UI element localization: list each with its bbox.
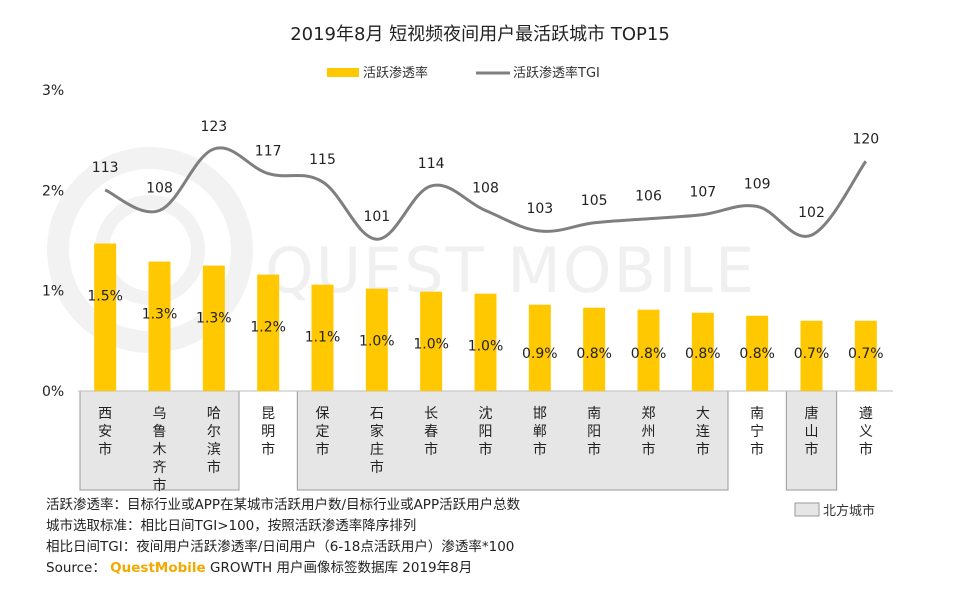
bar-series [94,243,877,391]
bar [800,320,823,391]
category-label: 唐山市 [805,405,819,458]
y-tick-label: 3% [42,83,64,99]
bar [257,274,280,391]
north-legend: 北方城市 [794,502,875,519]
bar [854,320,877,391]
source-text: GROWTH 用户画像标签数据库 2019年8月 [209,560,473,576]
tgi-value-label: 103 [526,201,553,217]
bar-value-label: 1.5% [87,289,123,305]
category-label: 邯郸市 [533,406,547,458]
north-legend-swatch [794,502,820,517]
category-label: 保定市 [316,406,330,458]
northern-group-box [296,390,729,491]
legend-bar-swatch [327,68,359,77]
category-label: 郑州市 [642,406,656,458]
watermark-text: QUEST MOBILE [265,234,756,307]
bar-value-label: 0.8% [739,346,775,362]
tgi-value-label: 120 [852,131,879,147]
tgi-value-label: 102 [798,205,825,221]
tgi-value-label: 106 [635,189,662,205]
bar-value-label: 1.1% [305,330,341,346]
tgi-value-label: 101 [363,209,390,225]
bar [202,265,225,391]
y-tick-label: 0% [42,384,64,400]
tgi-value-label: 108 [472,181,499,197]
source-brand: QuestMobile [110,560,206,576]
tgi-line-series [104,146,868,241]
tgi-value-label: 109 [744,176,771,192]
tgi-value-label: 114 [418,156,445,172]
chart-title: 2019年8月 短视频夜间用户最活跃城市 TOP15 [290,24,670,45]
bar [311,284,334,391]
category-label: 哈尔滨市 [207,406,221,476]
bar-value-label: 0.8% [631,346,667,362]
note-definition: 活跃渗透率：目标行业或APP在某城市活跃用户数/目标行业或APP活跃用户总数 [46,497,521,513]
category-label: 昆明市 [261,406,275,458]
bar [583,307,606,391]
y-tick-label: 1% [42,284,64,300]
bar [365,288,388,391]
bar-value-label: 0.9% [522,346,558,362]
source-line: Source： QuestMobile GROWTH 用户画像标签数据库 201… [46,558,520,579]
legend: 活跃渗透率 活跃渗透率TGI [327,65,600,81]
bar-value-label: 0.7% [848,346,884,362]
category-label: 大连市 [696,406,710,458]
category-label: 乌鲁木齐市 [153,406,167,494]
bar-value-label: 1.3% [142,307,178,323]
source-label: Source： [46,560,106,576]
category-label: 南阳市 [587,406,601,458]
tgi-value-label: 105 [581,193,608,209]
bar [691,312,714,391]
bar-value-label: 1.0% [359,334,395,350]
bar [637,309,660,391]
bar-value-label: 1.3% [196,311,232,327]
tgi-line [104,146,868,241]
bar [528,304,551,391]
bar-value-label: 1.0% [413,337,449,353]
bar [94,243,117,391]
bar-value-label: 0.8% [576,346,612,362]
category-label: 西安市 [98,406,112,458]
tgi-value-label: 115 [309,152,336,168]
bar [420,291,443,391]
bar-value-label: 1.2% [250,320,286,336]
footnotes: 活跃渗透率：目标行业或APP在某城市活跃用户数/目标行业或APP活跃用户总数 城… [46,495,520,579]
note-criteria: 城市选取标准：相比日间TGI>100，按照活跃渗透率降序排列 [46,518,417,534]
bar-value-labels: 1.5% 1.3% 1.3% 1.2% 1.1% 1.0% 1.0% 1.0% 0.9% 0.8%… [87,289,883,362]
northern-group-box [79,390,240,491]
tgi-value-label: 107 [689,185,716,201]
north-legend-label: 北方城市 [823,503,875,519]
y-tick-label: 2% [42,183,64,199]
bar [474,293,497,391]
tgi-value-labels: 113 108 123 117 115 101 114 108 103 105 106 107 109 1… [92,119,879,225]
bar [148,261,171,391]
note-tgi: 相比日间TGI：夜间用户活跃渗透率/日间用户（6-18点活跃用户）渗透率*100 [46,539,515,555]
bar-value-label: 0.8% [685,346,721,362]
northern-city-boxes [79,390,838,491]
legend-line-label: 活跃渗透率TGI [513,65,600,81]
category-label: 南宁市 [750,406,764,458]
tgi-value-label: 123 [200,119,227,135]
bar-value-label: 0.7% [794,346,830,362]
tgi-value-label: 117 [255,144,282,160]
category-label: 遵义市 [859,405,873,458]
legend-bar-label: 活跃渗透率 [363,65,428,81]
tgi-value-label: 108 [146,181,173,197]
category-label: 石家庄市 [370,406,384,476]
category-label: 长春市 [424,406,438,458]
tgi-value-label: 113 [92,160,119,176]
bar [746,315,769,391]
category-label: 沈阳市 [479,406,493,458]
bar-value-label: 1.0% [468,339,504,355]
x-axis-categories: 西安市 乌鲁木齐市 哈尔滨市 昆明市 保定市 石家庄市 长春市 沈阳市 邯郸市 南阳市 郑州市 大连市… [98,405,873,494]
